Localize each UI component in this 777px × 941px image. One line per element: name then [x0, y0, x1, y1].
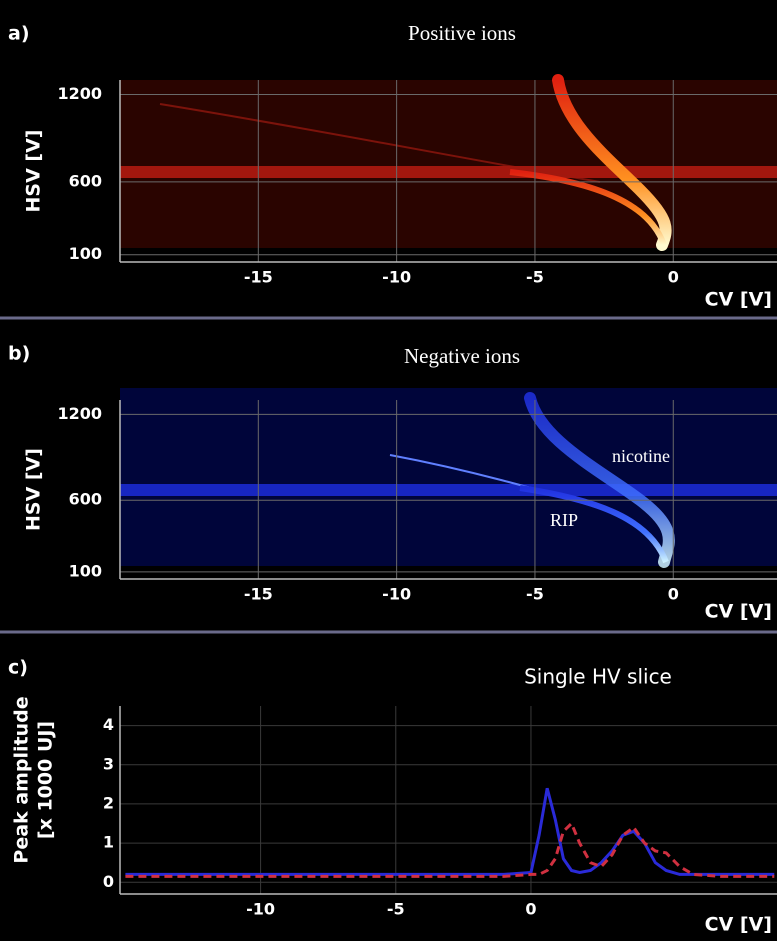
x-tick-label: -10: [246, 900, 275, 919]
heatmap-b: [120, 388, 777, 568]
y-tick-label: 100: [69, 244, 102, 263]
y-axis-label: Peak amplitude: [11, 696, 33, 863]
x-tick-label: -10: [382, 585, 411, 604]
y-tick-label: 3: [103, 754, 114, 773]
chart-title: Negative ions: [404, 344, 520, 368]
panel-label: b): [8, 343, 30, 365]
y-tick-label: 1200: [57, 404, 102, 423]
series-line: [125, 820, 775, 878]
x-axis-label: CV [V]: [705, 289, 772, 311]
x-tick-label: 0: [668, 268, 679, 287]
x-axis-label: CV [V]: [705, 914, 772, 936]
x-tick-label: 0: [668, 585, 679, 604]
y-tick-label: 4: [103, 715, 114, 734]
x-tick-label: -5: [526, 268, 544, 287]
chart-title: Positive ions: [408, 21, 516, 45]
annotation: nicotine: [612, 446, 670, 466]
y-tick-label: 1: [103, 833, 114, 852]
x-tick-label: -15: [244, 268, 273, 287]
series-line: [125, 787, 775, 876]
x-tick-label: -10: [382, 268, 411, 287]
x-tick-label: -5: [526, 585, 544, 604]
x-axis-label: CV [V]: [705, 601, 772, 623]
x-tick-label: -15: [244, 585, 273, 604]
heatmap-a: [120, 74, 777, 251]
y-axis-label: [x 1000 UJ]: [35, 721, 57, 839]
y-tick-label: 600: [69, 171, 102, 190]
y-axis-label: HSV [V]: [23, 130, 45, 213]
x-tick-label: -5: [387, 900, 405, 919]
chart-title: Single HV slice: [524, 665, 672, 689]
x-tick-label: 0: [525, 900, 536, 919]
y-tick-label: 1200: [57, 84, 102, 103]
y-tick-label: 600: [69, 490, 102, 509]
panel-label: a): [8, 23, 30, 45]
y-tick-label: 0: [103, 872, 114, 891]
annotation: RIP: [550, 510, 578, 530]
y-axis-label: HSV [V]: [23, 448, 45, 531]
panel-label: c): [8, 657, 28, 679]
y-tick-label: 100: [69, 561, 102, 580]
y-tick-label: 2: [103, 793, 114, 812]
